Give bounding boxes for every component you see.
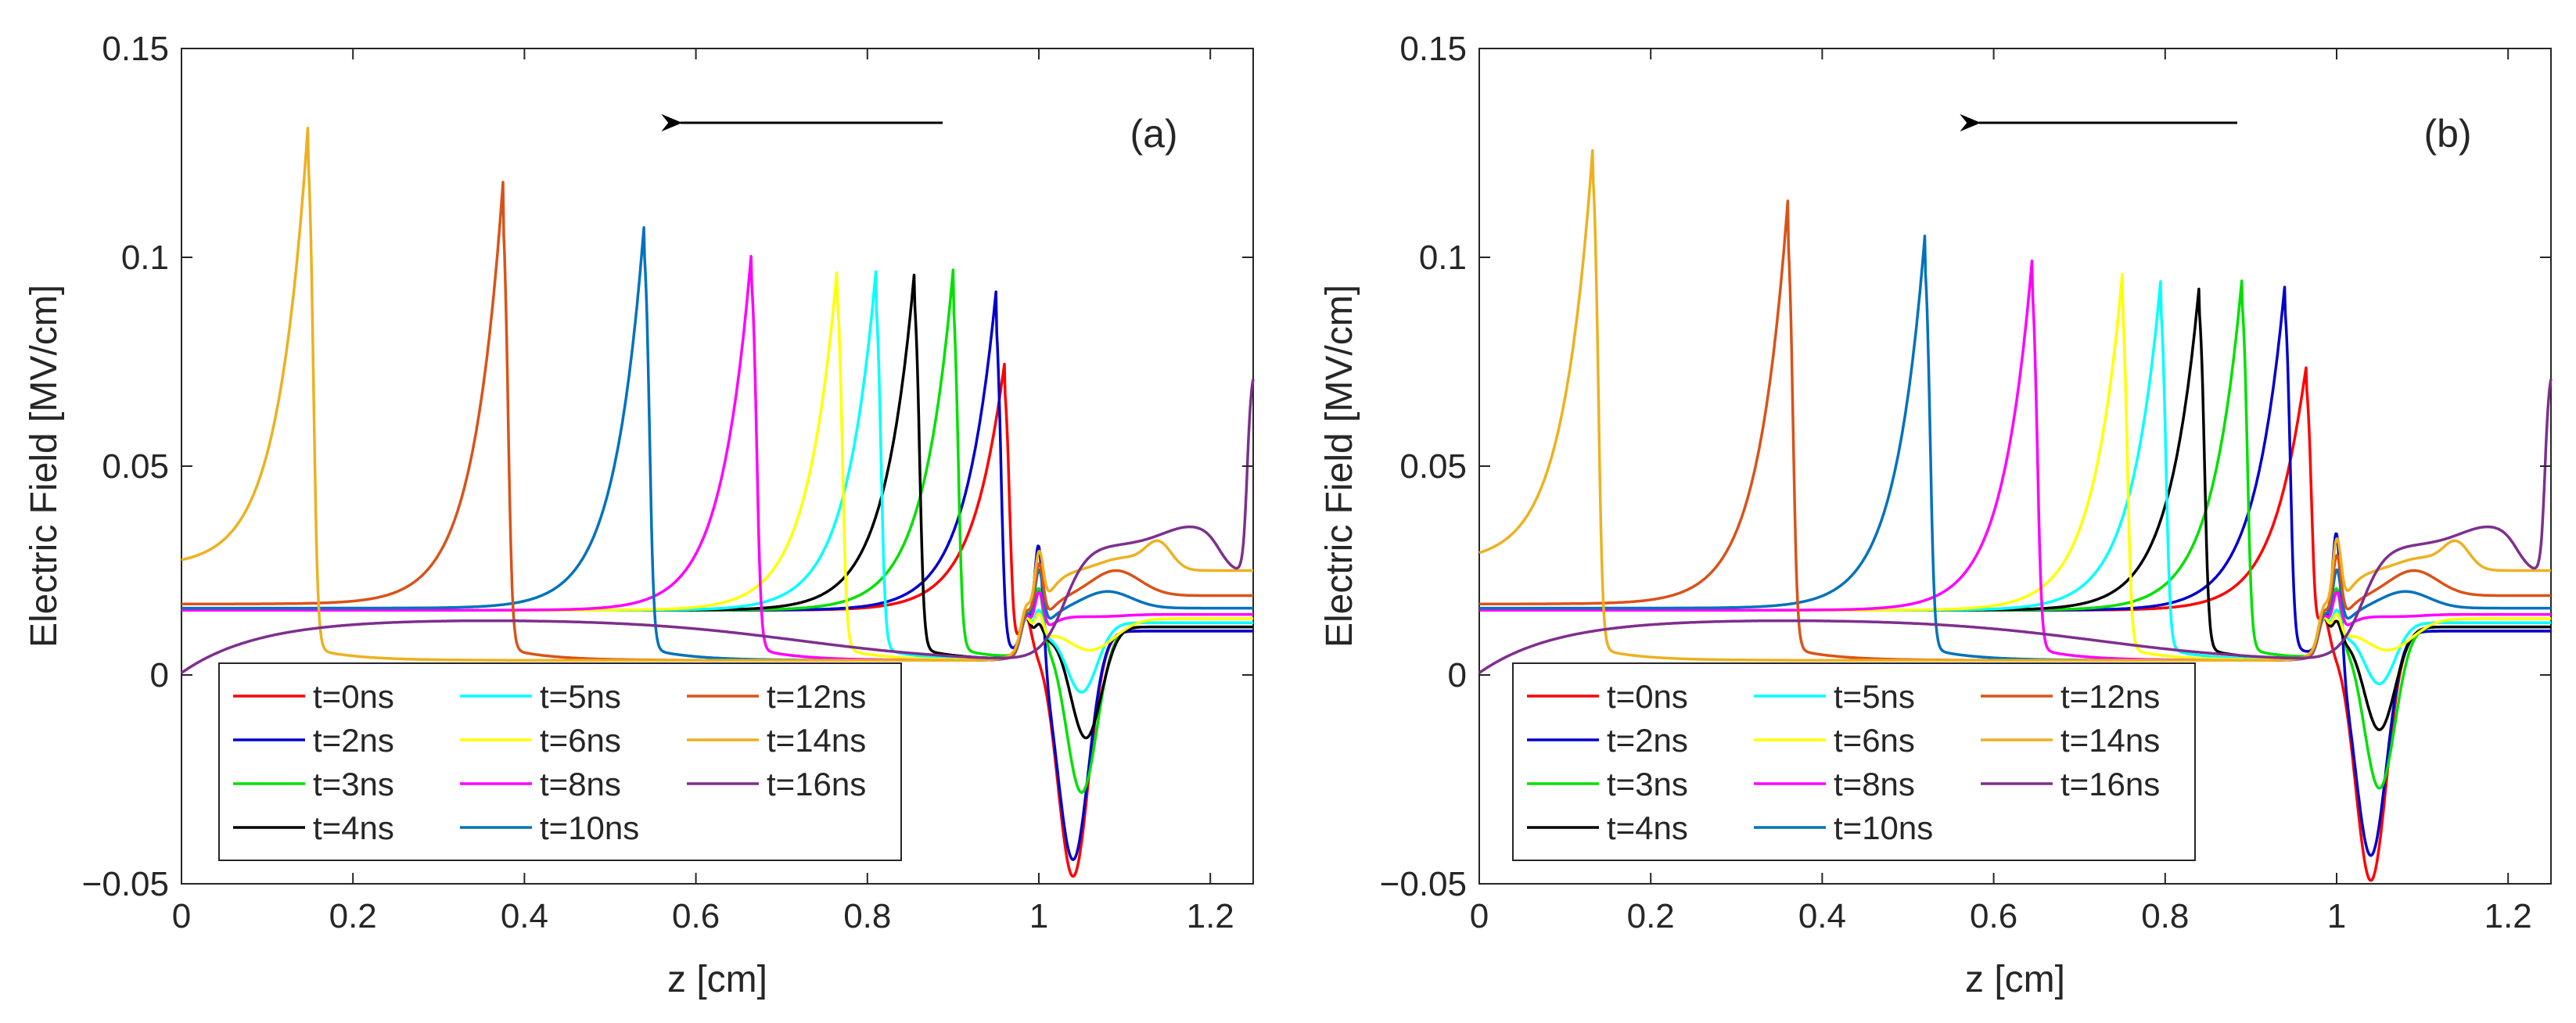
panel-label-a: (a): [1130, 112, 1177, 156]
legend-entries-b: t=0ns t=2ns t=3ns t=4ns t=5ns t=6ns t=8ns t=10n…: [1527, 678, 2160, 846]
legend-label-t-14ns: t=14ns: [767, 722, 866, 759]
series-line-t-16ns: [1478, 379, 2553, 674]
legend-label-t-12ns: t=12ns: [2060, 678, 2160, 715]
legend-label-t-3ns: t=3ns: [1607, 766, 1688, 802]
x-tick-label: 0: [172, 897, 191, 935]
x-tick-label: 1: [1029, 897, 1048, 935]
legend-a: t=0ns t=2ns t=3ns t=4ns t=5ns t=6ns t=8ns t=10n…: [218, 662, 902, 861]
legend-label-t-16ns: t=16ns: [767, 766, 866, 802]
x-tick-label: 0.2: [329, 897, 377, 935]
legend-label-t-8ns: t=8ns: [540, 766, 621, 802]
legend-label-t-4ns: t=4ns: [313, 809, 394, 846]
x-tick-label: 0.8: [2141, 897, 2189, 935]
x-tick-label: 0.2: [1627, 897, 1675, 935]
series-line-t-14ns: [181, 127, 1254, 662]
legend-box-b: [1512, 662, 2196, 861]
legend-label-t-10ns: t=10ns: [540, 809, 639, 846]
series-line-t-8ns: [181, 254, 1254, 662]
series-line-t-10ns: [1478, 235, 2552, 662]
x-tick-label: 0.4: [501, 897, 548, 935]
y-axis-label-b: Electric Field [MV/cm]: [1319, 285, 1360, 648]
x-tick-label: 0.6: [1970, 897, 2017, 935]
legend-label-t-6ns: t=6ns: [1834, 722, 1915, 759]
series-line-t-10ns: [181, 226, 1254, 662]
legend-box-a: [218, 662, 902, 861]
legend-label-t-2ns: t=2ns: [1607, 722, 1688, 759]
x-axis-label-b: z [cm]: [1965, 959, 2065, 1000]
x-tick-label: 0.4: [1798, 897, 1846, 935]
x-tick-label: 0.6: [672, 897, 720, 935]
legend-label-t-0ns: t=0ns: [313, 678, 394, 715]
legend-label-t-4ns: t=4ns: [1607, 809, 1688, 846]
x-tick-label: 1.2: [2484, 897, 2532, 935]
legend-label-t-12ns: t=12ns: [767, 678, 866, 715]
series-layer-a: [180, 127, 1255, 878]
y-tick-label: 0.05: [1399, 447, 1467, 486]
x-tick-label: 0.8: [843, 897, 891, 935]
y-axis-label-a: Electric Field [MV/cm]: [23, 285, 65, 648]
y-tick-label: 0.1: [1419, 239, 1467, 277]
legend-label-t-8ns: t=8ns: [1834, 766, 1915, 802]
legend-entries-a: t=0ns t=2ns t=3ns t=4ns t=5ns t=6ns t=8ns t=10n…: [233, 678, 866, 846]
legend-label-t-10ns: t=10ns: [1834, 809, 1933, 846]
series-line-t-16ns: [180, 379, 1255, 674]
series-line-t-14ns: [1478, 149, 2552, 662]
legend-label-t-14ns: t=14ns: [2060, 722, 2160, 759]
series-layer-b: [1478, 149, 2553, 882]
legend-b: t=0ns t=2ns t=3ns t=4ns t=5ns t=6ns t=8ns t=10n…: [1512, 662, 2196, 861]
x-tick-label: 1.2: [1187, 897, 1234, 935]
panel-label-b: (b): [2423, 112, 2471, 156]
legend-label-t-0ns: t=0ns: [1607, 678, 1688, 715]
legend-label-t-16ns: t=16ns: [2060, 766, 2160, 802]
y-tick-label: 0: [150, 656, 169, 695]
y-tick-label: 0.1: [121, 239, 169, 277]
y-tick-label: 0: [1448, 656, 1467, 695]
y-tick-label: 0.15: [102, 30, 169, 68]
legend-label-t-5ns: t=5ns: [1834, 678, 1915, 715]
y-tick-label: −0.05: [82, 865, 169, 903]
y-tick-label: 0.05: [102, 447, 169, 486]
legend-label-t-6ns: t=6ns: [540, 722, 621, 759]
y-tick-label: 0.15: [1399, 30, 1467, 68]
x-tick-label: 0: [1470, 897, 1489, 935]
x-tick-label: 1: [2327, 897, 2346, 935]
legend-label-t-5ns: t=5ns: [540, 678, 621, 715]
x-axis-label-a: z [cm]: [667, 959, 767, 1000]
legend-label-t-2ns: t=2ns: [313, 722, 394, 759]
legend-label-t-3ns: t=3ns: [313, 766, 394, 802]
series-line-t-8ns: [1478, 259, 2552, 662]
y-tick-label: −0.05: [1380, 865, 1467, 903]
